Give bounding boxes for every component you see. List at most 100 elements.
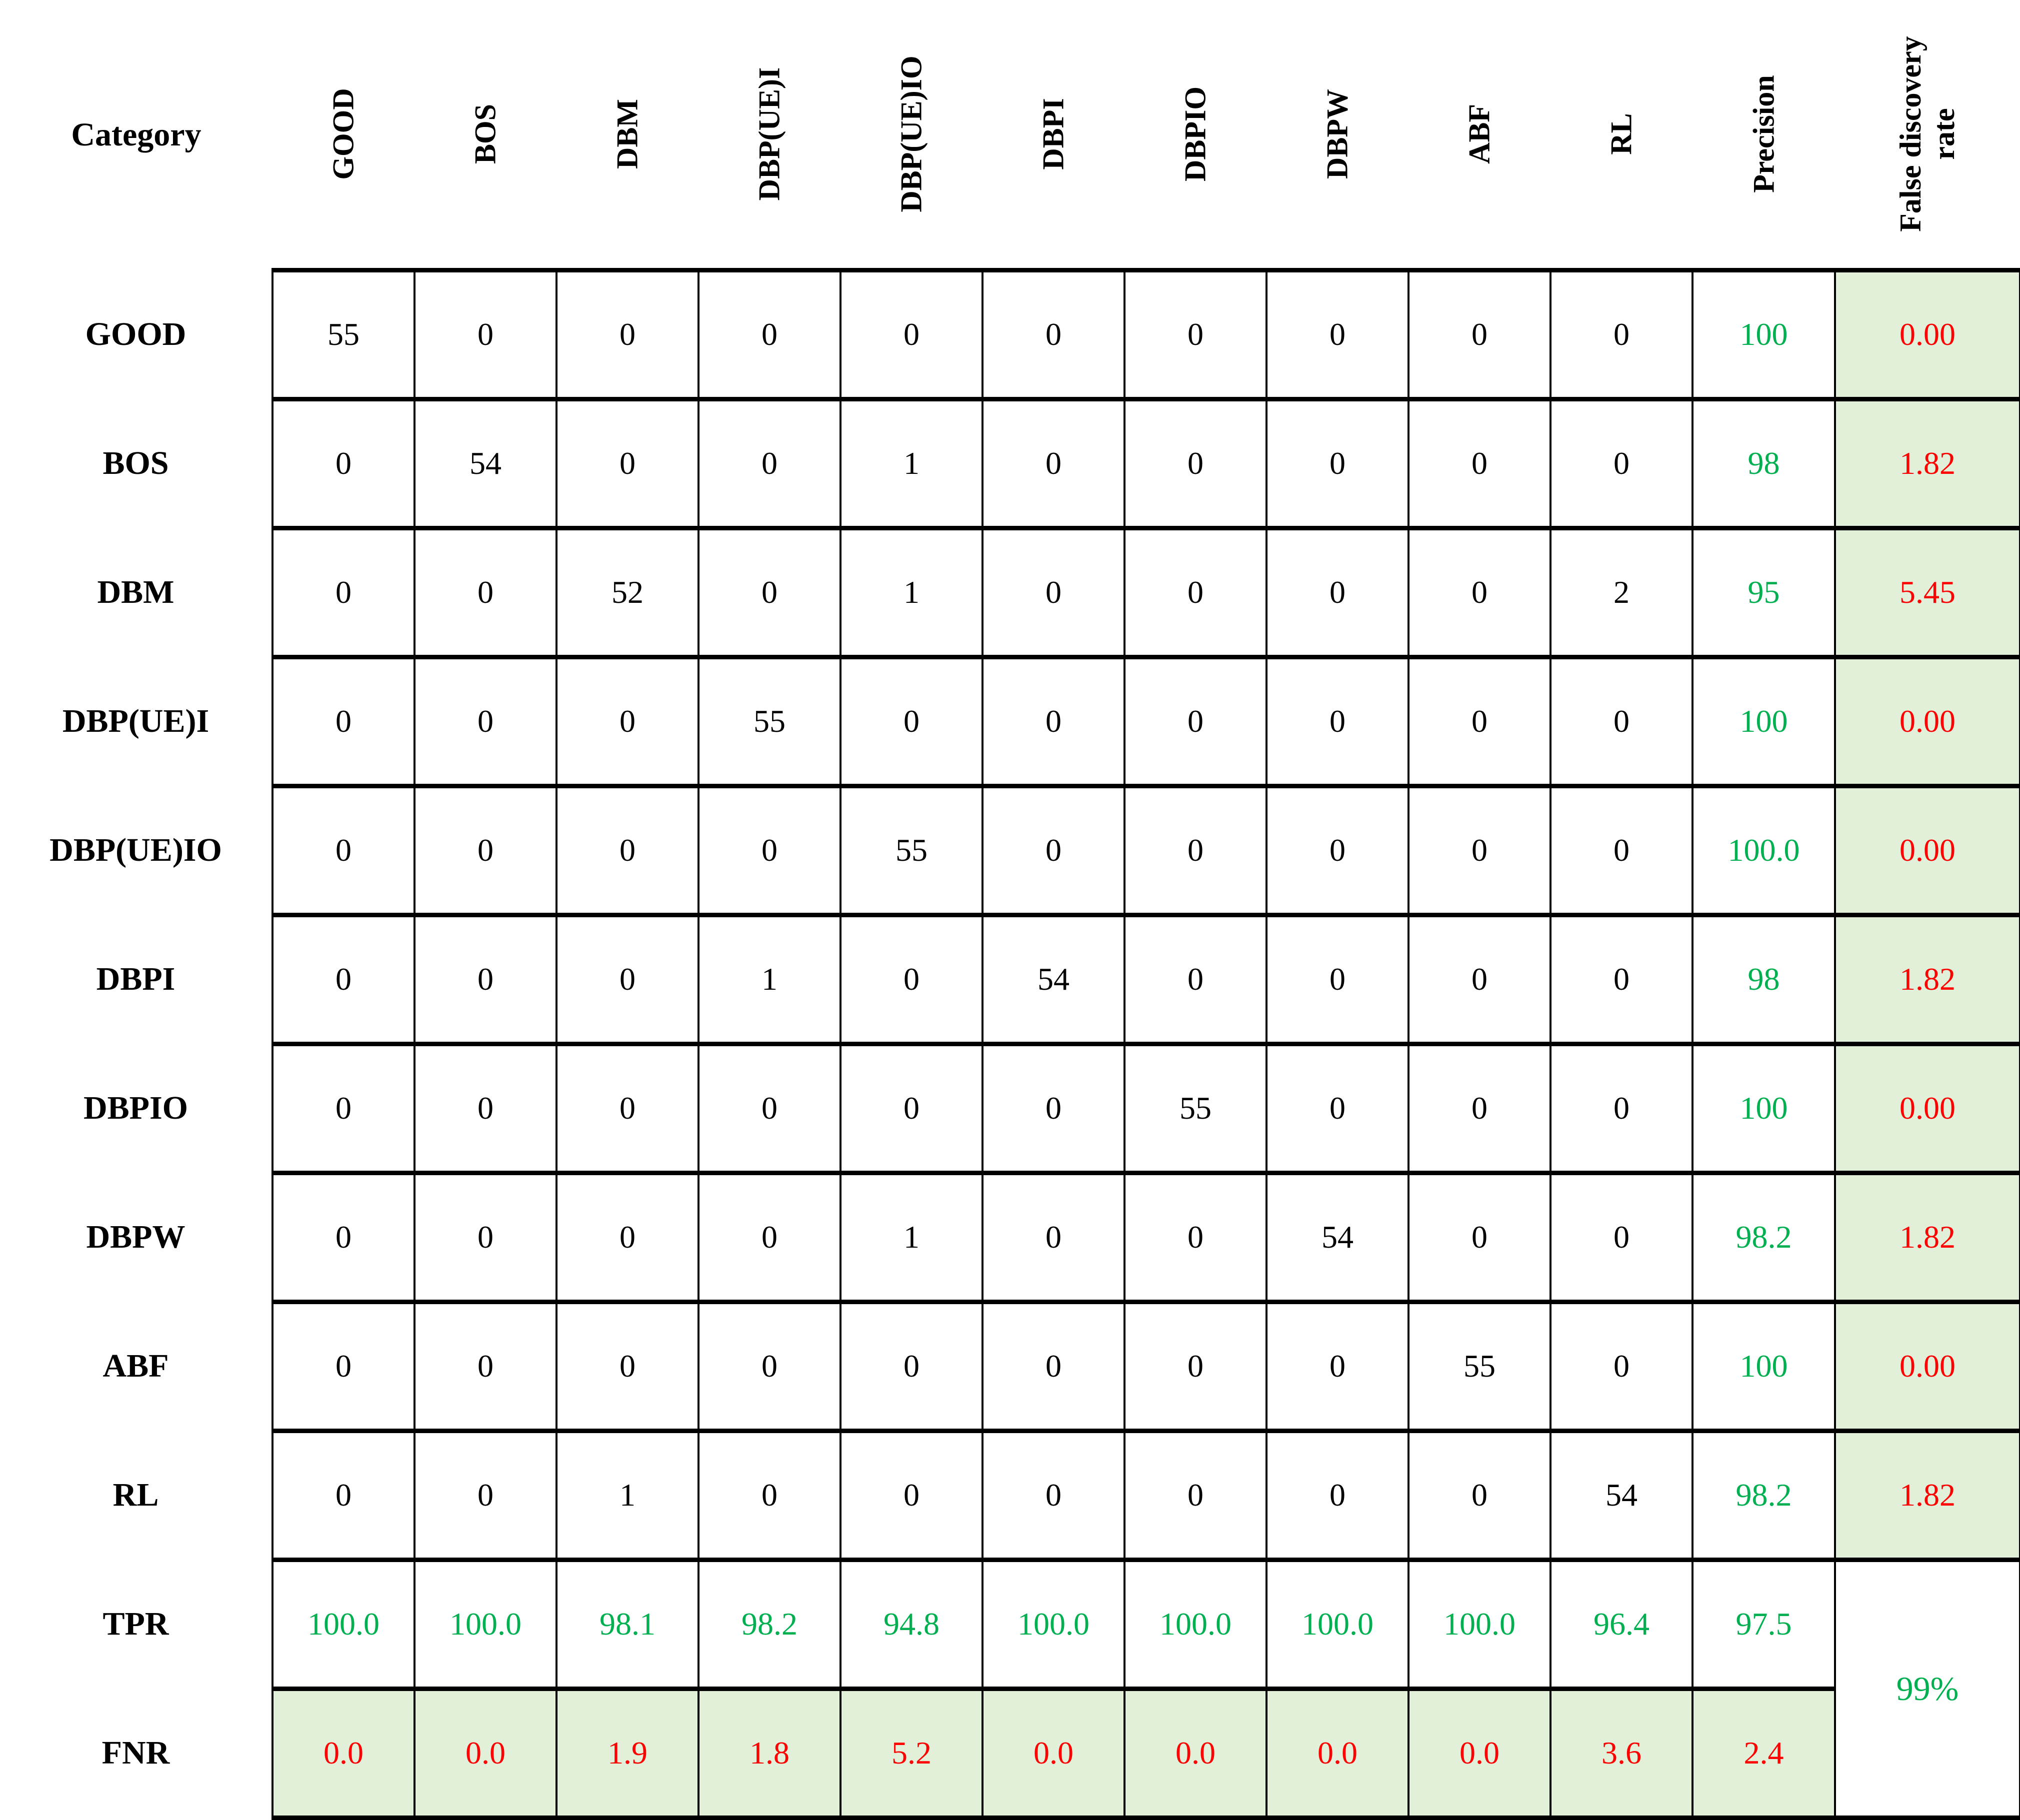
count-cell-abf-dbpi: 0 <box>982 1299 1126 1433</box>
count-cell-rl-rl: 54 <box>1550 1428 1694 1562</box>
count-cell-dbpi-abf: 0 <box>1408 912 1552 1046</box>
count-cell-dbp-ue-io-bos: 0 <box>414 783 558 917</box>
table-row-dbpio: DBPIO 0 0 0 0 0 0 55 0 0 0 100 0.00 <box>0 1041 2020 1175</box>
count-cell-rl-dbpi: 0 <box>982 1428 1126 1562</box>
precision-cell-dbpio: 100 <box>1692 1041 1836 1175</box>
count-cell-bos-abf: 0 <box>1408 396 1552 530</box>
col-header-label: DBPI <box>1036 98 1070 170</box>
count-cell-abf-dbp-ue-io: 0 <box>840 1299 984 1433</box>
count-cell-dbpi-dbp-ue-i: 1 <box>698 912 842 1046</box>
tpr-overall-precision-cell: 97.5 <box>1692 1557 1836 1691</box>
count-cell-bos-dbp-ue-io: 1 <box>840 396 984 530</box>
tpr-cell-bos: 100.0 <box>414 1557 558 1691</box>
count-cell-good-bos: 0 <box>414 267 558 401</box>
fdr-cell-good: 0.00 <box>1834 267 2020 401</box>
count-cell-dbpi-good: 0 <box>272 912 416 1046</box>
fdr-cell-bos: 1.82 <box>1834 396 2020 530</box>
count-cell-dbp-ue-i-bos: 0 <box>414 654 558 788</box>
count-cell-dbpw-dbp-ue-io: 1 <box>840 1170 984 1304</box>
count-cell-abf-dbp-ue-i: 0 <box>698 1299 842 1433</box>
count-cell-bos-dbm: 0 <box>556 396 700 530</box>
fnr-overall-cell: 2.4 <box>1692 1686 1836 1820</box>
fnr-cell-dbp-ue-i: 1.8 <box>698 1686 842 1820</box>
col-header-label: ABF <box>1462 103 1496 164</box>
row-label-good: GOOD <box>0 270 272 399</box>
row-label-dbp-ue-i: DBP(UE)I <box>0 657 272 786</box>
col-header-dbpw: DBPW <box>1266 0 1408 270</box>
count-cell-dbpi-dbpw: 0 <box>1266 912 1410 1046</box>
count-cell-dbp-ue-i-rl: 0 <box>1550 654 1694 788</box>
col-header-rl: RL <box>1550 0 1692 270</box>
col-header-label: GOOD <box>326 88 360 180</box>
count-cell-dbp-ue-i-dbp-ue-io: 0 <box>840 654 984 788</box>
fnr-cell-dbpio: 0.0 <box>1124 1686 1268 1820</box>
fdr-cell-rl: 1.82 <box>1834 1428 2020 1562</box>
table-row-dbpw: DBPW 0 0 0 0 1 0 0 54 0 0 98.2 1.82 <box>0 1170 2020 1304</box>
row-label-abf: ABF <box>0 1302 272 1431</box>
count-cell-dbpw-rl: 0 <box>1550 1170 1694 1304</box>
count-cell-dbpw-bos: 0 <box>414 1170 558 1304</box>
fdr-cell-abf: 0.00 <box>1834 1299 2020 1433</box>
count-cell-bos-dbpio: 0 <box>1124 396 1268 530</box>
table-row-good: GOOD 55 0 0 0 0 0 0 0 0 0 100 0.00 <box>0 267 2020 401</box>
count-cell-dbpi-dbp-ue-io: 0 <box>840 912 984 1046</box>
tpr-cell-good: 100.0 <box>272 1557 416 1691</box>
count-cell-rl-good: 0 <box>272 1428 416 1562</box>
count-cell-dbp-ue-i-abf: 0 <box>1408 654 1552 788</box>
count-cell-dbm-dbpio: 0 <box>1124 525 1268 659</box>
tpr-cell-dbpio: 100.0 <box>1124 1557 1268 1691</box>
tpr-cell-dbp-ue-io: 94.8 <box>840 1557 984 1691</box>
fnr-cell-abf: 0.0 <box>1408 1686 1552 1820</box>
precision-cell-dbpw: 98.2 <box>1692 1170 1836 1304</box>
table-row-dbpi: DBPI 0 0 0 1 0 54 0 0 0 0 98 1.82 <box>0 912 2020 1046</box>
table-row-dbp-ue-io: DBP(UE)IO 0 0 0 0 55 0 0 0 0 0 100.0 0.00 <box>0 783 2020 917</box>
count-cell-dbpw-dbpio: 0 <box>1124 1170 1268 1304</box>
count-cell-dbp-ue-io-dbpi: 0 <box>982 783 1126 917</box>
precision-cell-dbp-ue-io: 100.0 <box>1692 783 1836 917</box>
fnr-cell-bos: 0.0 <box>414 1686 558 1820</box>
count-cell-dbpw-dbpw: 54 <box>1266 1170 1410 1304</box>
fnr-row: FNR 0.0 0.0 1.9 1.8 5.2 0.0 0.0 0.0 0.0 3.6 2.4 <box>0 1686 2020 1820</box>
count-cell-dbpw-dbm: 0 <box>556 1170 700 1304</box>
count-cell-dbpio-dbm: 0 <box>556 1041 700 1175</box>
count-cell-dbm-dbp-ue-i: 0 <box>698 525 842 659</box>
count-cell-good-dbp-ue-i: 0 <box>698 267 842 401</box>
count-cell-good-good: 55 <box>272 267 416 401</box>
count-cell-dbp-ue-io-dbp-ue-i: 0 <box>698 783 842 917</box>
col-header-dbpio: DBPIO <box>1124 0 1266 270</box>
table-row-rl: RL 0 0 1 0 0 0 0 0 0 54 98.2 1.82 <box>0 1428 2020 1562</box>
count-cell-dbp-ue-i-dbpw: 0 <box>1266 654 1410 788</box>
col-header-abf: ABF <box>1408 0 1550 270</box>
count-cell-dbpi-dbm: 0 <box>556 912 700 1046</box>
count-cell-bos-dbpw: 0 <box>1266 396 1410 530</box>
count-cell-good-abf: 0 <box>1408 267 1552 401</box>
table-row-abf: ABF 0 0 0 0 0 0 0 0 55 0 100 0.00 <box>0 1299 2020 1433</box>
row-label-tpr: TPR <box>0 1560 272 1689</box>
count-cell-dbm-bos: 0 <box>414 525 558 659</box>
row-label-dbp-ue-io: DBP(UE)IO <box>0 786 272 915</box>
row-label-bos: BOS <box>0 399 272 528</box>
col-header-dbp-ue-io: DBP(UE)IO <box>840 0 982 270</box>
table-row-bos: BOS 0 54 0 0 1 0 0 0 0 0 98 1.82 <box>0 396 2020 530</box>
count-cell-dbpio-dbpi: 0 <box>982 1041 1126 1175</box>
count-cell-abf-bos: 0 <box>414 1299 558 1433</box>
count-cell-good-dbpi: 0 <box>982 267 1126 401</box>
row-label-rl: RL <box>0 1431 272 1560</box>
precision-cell-rl: 98.2 <box>1692 1428 1836 1562</box>
count-cell-abf-good: 0 <box>272 1299 416 1433</box>
col-header-bos: BOS <box>414 0 556 270</box>
fdr-cell-dbp-ue-io: 0.00 <box>1834 783 2020 917</box>
fdr-cell-dbpi: 1.82 <box>1834 912 2020 1046</box>
col-header-label: DBPW <box>1320 88 1354 179</box>
precision-cell-dbm: 95 <box>1692 525 1836 659</box>
count-cell-dbp-ue-i-dbp-ue-i: 55 <box>698 654 842 788</box>
count-cell-good-rl: 0 <box>1550 267 1694 401</box>
count-cell-dbp-ue-io-dbpio: 0 <box>1124 783 1268 917</box>
fdr-cell-dbp-ue-i: 0.00 <box>1834 654 2020 788</box>
fnr-cell-dbm: 1.9 <box>556 1686 700 1820</box>
col-header-label: RL <box>1604 113 1638 155</box>
col-header-label: BOS <box>468 103 502 164</box>
count-cell-bos-bos: 54 <box>414 396 558 530</box>
table-row-dbm: DBM 0 0 52 0 1 0 0 0 0 2 95 5.45 <box>0 525 2020 659</box>
fdr-cell-dbpio: 0.00 <box>1834 1041 2020 1175</box>
